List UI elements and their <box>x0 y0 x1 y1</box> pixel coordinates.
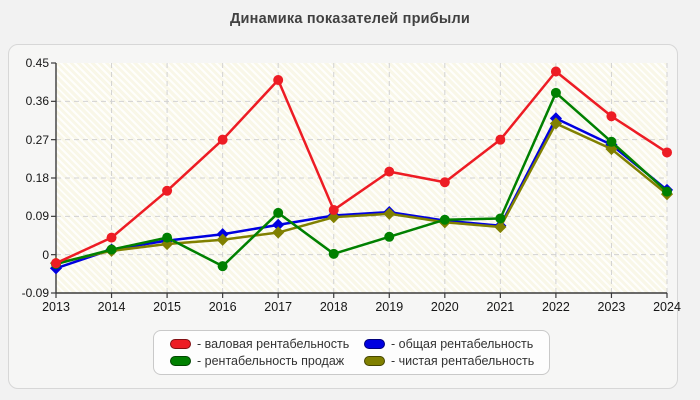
chart-panel: -0.09 0 0.09 0.18 0.27 0.36 0.45 2013 2014 2015 2… <box>8 44 681 389</box>
series-line-3 <box>55 122 668 265</box>
plot-canvas <box>49 62 674 298</box>
x-tick-label: 2018 <box>319 300 348 314</box>
data-point <box>216 233 229 246</box>
data-point <box>384 166 395 177</box>
series-line-2 <box>55 117 668 270</box>
data-point <box>550 87 561 98</box>
data-point <box>495 213 506 224</box>
legend-item: - валовая рентабельность <box>170 337 364 351</box>
x-tick-label: 2013 <box>42 300 70 314</box>
series-line-1 <box>55 91 668 268</box>
y-tick-label: 0.18 <box>25 171 49 185</box>
legend-box: - валовая рентабельность - общая рентабел… <box>153 330 550 375</box>
data-point <box>328 248 339 259</box>
y-tick-label: 0 <box>42 247 49 262</box>
x-tick-label: 2022 <box>542 300 570 314</box>
x-tick-label: 2017 <box>264 300 293 314</box>
legend-item: - чистая рентабельность <box>364 354 537 368</box>
data-point <box>494 220 507 234</box>
x-tick-label: 2020 <box>430 300 459 314</box>
y-tick-label: 0.09 <box>25 209 49 224</box>
data-point <box>328 204 339 215</box>
data-point <box>495 134 506 145</box>
legend-swatch-icon <box>364 355 385 366</box>
legend-label: - чистая рентабельность <box>391 353 535 368</box>
legend-swatch-icon <box>364 339 385 350</box>
data-point <box>549 117 562 130</box>
y-tick-label: -0.09 <box>21 286 49 300</box>
x-tick-label: 2021 <box>486 300 515 314</box>
data-point <box>662 186 672 197</box>
data-point <box>439 177 450 188</box>
x-tick-label: 2024 <box>653 300 681 314</box>
data-point <box>51 258 61 269</box>
legend-label: - рентабельность продаж <box>197 353 345 368</box>
legend-swatch-icon <box>170 339 191 350</box>
legend-swatch-icon <box>170 355 191 366</box>
chart-title: Динамика показателей прибыли <box>229 11 471 27</box>
x-tick-label: 2015 <box>153 300 181 314</box>
y-tick-label: 0.45 <box>25 56 49 70</box>
data-point <box>439 214 450 225</box>
x-tick-label: 2023 <box>597 300 626 314</box>
data-point <box>273 75 284 86</box>
data-point <box>662 147 672 158</box>
legend-item: - общая рентабельность <box>364 337 537 351</box>
data-point <box>383 207 396 220</box>
data-point <box>272 226 285 239</box>
data-point <box>550 66 561 77</box>
y-tick-label: 0.36 <box>25 94 49 109</box>
data-point <box>106 232 117 243</box>
data-point <box>606 111 617 122</box>
legend-label: - валовая рентабельность <box>197 337 350 352</box>
y-tick-label: 0.27 <box>25 132 49 147</box>
data-point <box>273 207 284 218</box>
data-point <box>162 232 173 243</box>
data-point <box>162 185 173 196</box>
x-tick-label: 2014 <box>97 300 126 314</box>
x-tick-label: 2016 <box>208 300 237 314</box>
series-line-0 <box>55 70 668 265</box>
data-point <box>217 134 228 145</box>
x-tick-label: 2019 <box>375 300 404 314</box>
data-point <box>327 211 340 224</box>
data-point <box>106 244 117 255</box>
data-point <box>217 261 228 272</box>
legend-label: - общая рентабельность <box>391 337 534 352</box>
data-point <box>272 218 285 231</box>
data-point <box>384 231 395 242</box>
legend-item: - рентабельность продаж <box>170 354 364 368</box>
data-point <box>606 136 617 147</box>
